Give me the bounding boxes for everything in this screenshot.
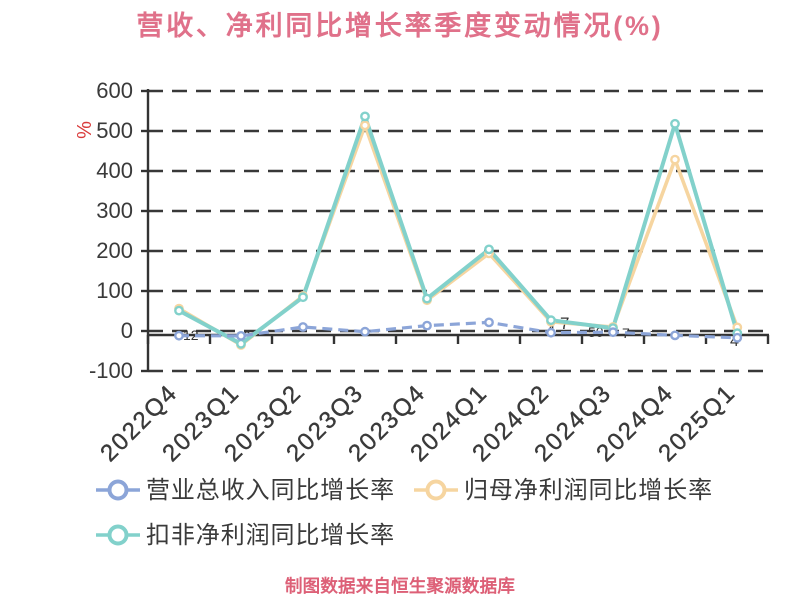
svg-text:=: = (650, 325, 658, 341)
svg-text:300: 300 (96, 198, 133, 223)
svg-text:12: 12 (183, 327, 199, 343)
svg-text:归母净利润同比增长率: 归母净利润同比增长率 (464, 477, 713, 504)
svg-text:500: 500 (96, 118, 133, 143)
svg-text:制图数据来自恒生聚源数据库: 制图数据来自恒生聚源数据库 (285, 576, 515, 596)
svg-text:%: % (74, 121, 96, 139)
svg-text:200: 200 (96, 238, 133, 263)
svg-text:400: 400 (96, 158, 133, 183)
svg-text:营业总收入同比增长率: 营业总收入同比增长率 (146, 477, 395, 504)
svg-text:600: 600 (96, 78, 133, 103)
svg-text:营收、净利同比增长率季度变动情况(%): 营收、净利同比增长率季度变动情况(%) (136, 10, 663, 41)
svg-text:-100: -100 (89, 358, 133, 383)
svg-text:100: 100 (96, 278, 133, 303)
svg-text:扣非净利润同比增长率: 扣非净利润同比增长率 (146, 522, 395, 549)
svg-text:0: 0 (121, 318, 133, 343)
